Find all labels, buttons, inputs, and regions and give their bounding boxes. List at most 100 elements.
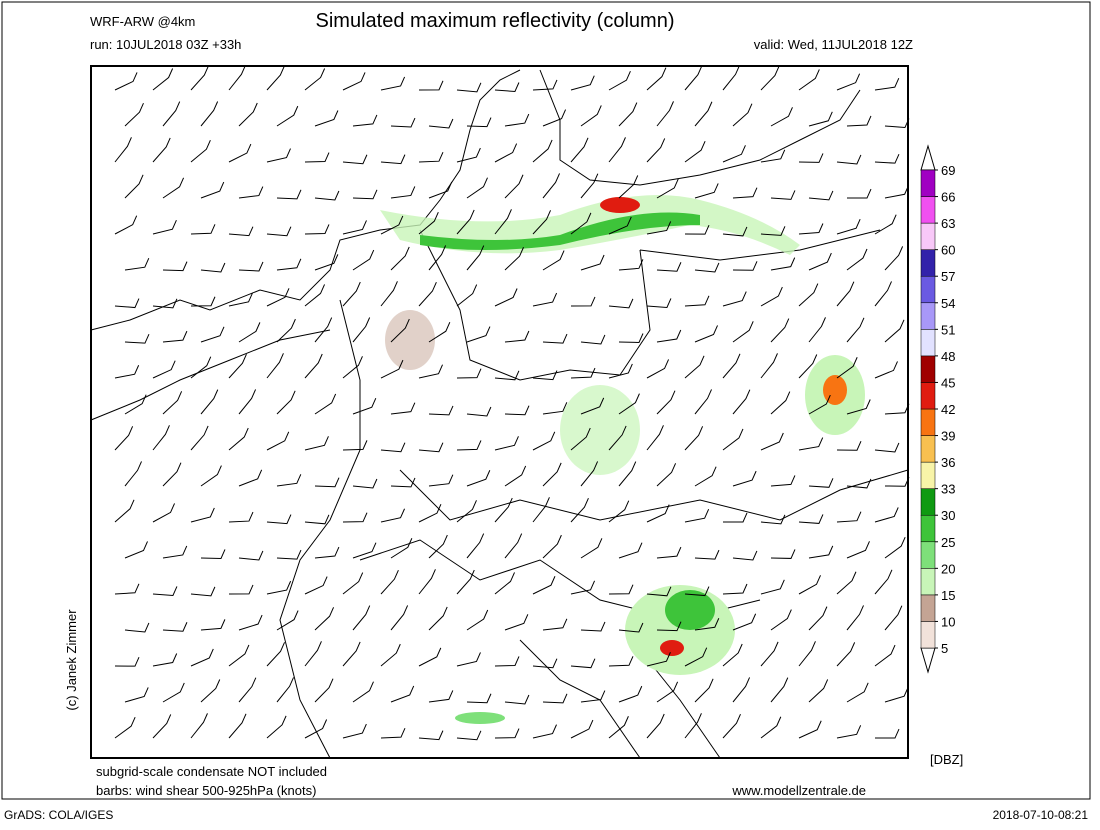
wind-barb xyxy=(114,499,135,523)
wind-barb xyxy=(342,72,366,91)
colorbar-segment xyxy=(920,594,936,622)
wind-barb xyxy=(304,719,328,739)
wind-barb xyxy=(200,465,222,487)
wind-barb xyxy=(380,281,398,307)
wind-barb xyxy=(124,102,144,127)
wind-barb xyxy=(200,101,219,127)
wind-barb xyxy=(162,391,183,415)
wind-barb xyxy=(608,500,630,523)
wind-barb xyxy=(798,283,819,307)
wind-barb xyxy=(884,537,906,559)
echo-core xyxy=(660,640,684,656)
wind-barb xyxy=(380,76,406,91)
wind-barb xyxy=(190,713,208,739)
wind-barb xyxy=(152,137,171,163)
wind-barb xyxy=(760,149,786,163)
echo-core xyxy=(420,212,700,250)
wind-barb xyxy=(608,584,634,595)
wind-barb xyxy=(646,713,665,739)
wind-barb xyxy=(694,678,714,703)
colorbar-segment xyxy=(920,222,936,250)
wind-barb xyxy=(618,393,640,415)
wind-barb xyxy=(542,173,561,199)
wind-barb xyxy=(542,250,565,271)
wind-barb xyxy=(352,605,371,631)
wind-barb xyxy=(190,586,216,597)
wind-barb xyxy=(494,209,512,235)
wind-barb xyxy=(722,65,740,91)
wind-barb xyxy=(836,511,862,523)
wind-barb xyxy=(646,586,672,597)
wind-barb xyxy=(418,281,437,307)
colorbar-segment xyxy=(920,382,936,410)
wind-barb xyxy=(390,402,416,415)
wind-barb xyxy=(684,355,705,379)
wind-barb xyxy=(656,621,682,632)
wind-barb xyxy=(808,111,833,127)
wind-barb xyxy=(494,497,513,523)
wind-barb xyxy=(124,622,150,633)
wind-barb xyxy=(504,694,530,705)
wind-barb xyxy=(656,390,676,415)
wind-barb xyxy=(162,682,185,703)
wind-barb xyxy=(190,296,216,307)
wind-barb xyxy=(732,613,757,631)
wind-barb xyxy=(808,606,828,631)
wind-barb xyxy=(114,72,138,91)
wind-barb xyxy=(380,359,404,379)
wind-barb xyxy=(494,436,519,451)
wind-barb xyxy=(190,224,216,235)
wind-barb xyxy=(494,82,520,93)
wind-barb xyxy=(276,390,296,415)
colorbar-segment xyxy=(920,621,936,649)
timestamp: 2018-07-10-08:21 xyxy=(993,808,1089,822)
wind-barb xyxy=(770,107,793,127)
wind-barb xyxy=(504,247,524,271)
wind-barb xyxy=(276,318,296,343)
wind-barb xyxy=(124,541,148,559)
wind-barb xyxy=(276,610,299,631)
wind-barb xyxy=(418,503,442,523)
wind-barb xyxy=(152,298,178,309)
wind-barb xyxy=(390,477,416,488)
wind-barb xyxy=(342,356,363,379)
wind-barb xyxy=(732,550,758,561)
colorbar-label: 66 xyxy=(941,190,955,205)
wind-barb xyxy=(798,641,816,667)
wind-barb xyxy=(694,618,720,631)
wind-barb xyxy=(114,215,138,235)
wind-barb xyxy=(694,389,712,415)
colorbar-label: 36 xyxy=(941,455,955,470)
wind-barb xyxy=(770,549,796,559)
wind-barb xyxy=(846,115,872,127)
wind-barb xyxy=(390,117,416,128)
colorbar-segment xyxy=(920,355,936,383)
wind-barb xyxy=(542,109,567,127)
wind-barb xyxy=(162,261,188,272)
wind-barb xyxy=(874,507,899,523)
wind-barb xyxy=(580,397,605,415)
wind-barb xyxy=(722,643,743,667)
colorbar-label: 10 xyxy=(941,614,955,629)
wind-barb xyxy=(428,118,454,129)
wind-barb xyxy=(418,569,436,595)
wind-barb xyxy=(314,678,334,703)
wind-barb xyxy=(580,690,606,703)
wind-barb xyxy=(114,716,136,739)
echo-area xyxy=(455,712,505,724)
wind-barb xyxy=(304,284,326,307)
wind-barb xyxy=(456,500,477,523)
wind-barb xyxy=(114,298,140,309)
wind-barb xyxy=(352,317,371,343)
model-label: WRF-ARW @4km xyxy=(90,14,195,29)
wind-barb xyxy=(570,137,589,163)
wind-barb xyxy=(542,333,568,344)
wind-barb xyxy=(656,329,682,343)
colorbar-label: 39 xyxy=(941,429,955,444)
wind-barb xyxy=(456,368,482,379)
wind-barb xyxy=(836,154,862,165)
wind-barb xyxy=(770,391,791,415)
colorbar-label: 33 xyxy=(941,482,955,497)
wind-barb xyxy=(694,183,719,199)
